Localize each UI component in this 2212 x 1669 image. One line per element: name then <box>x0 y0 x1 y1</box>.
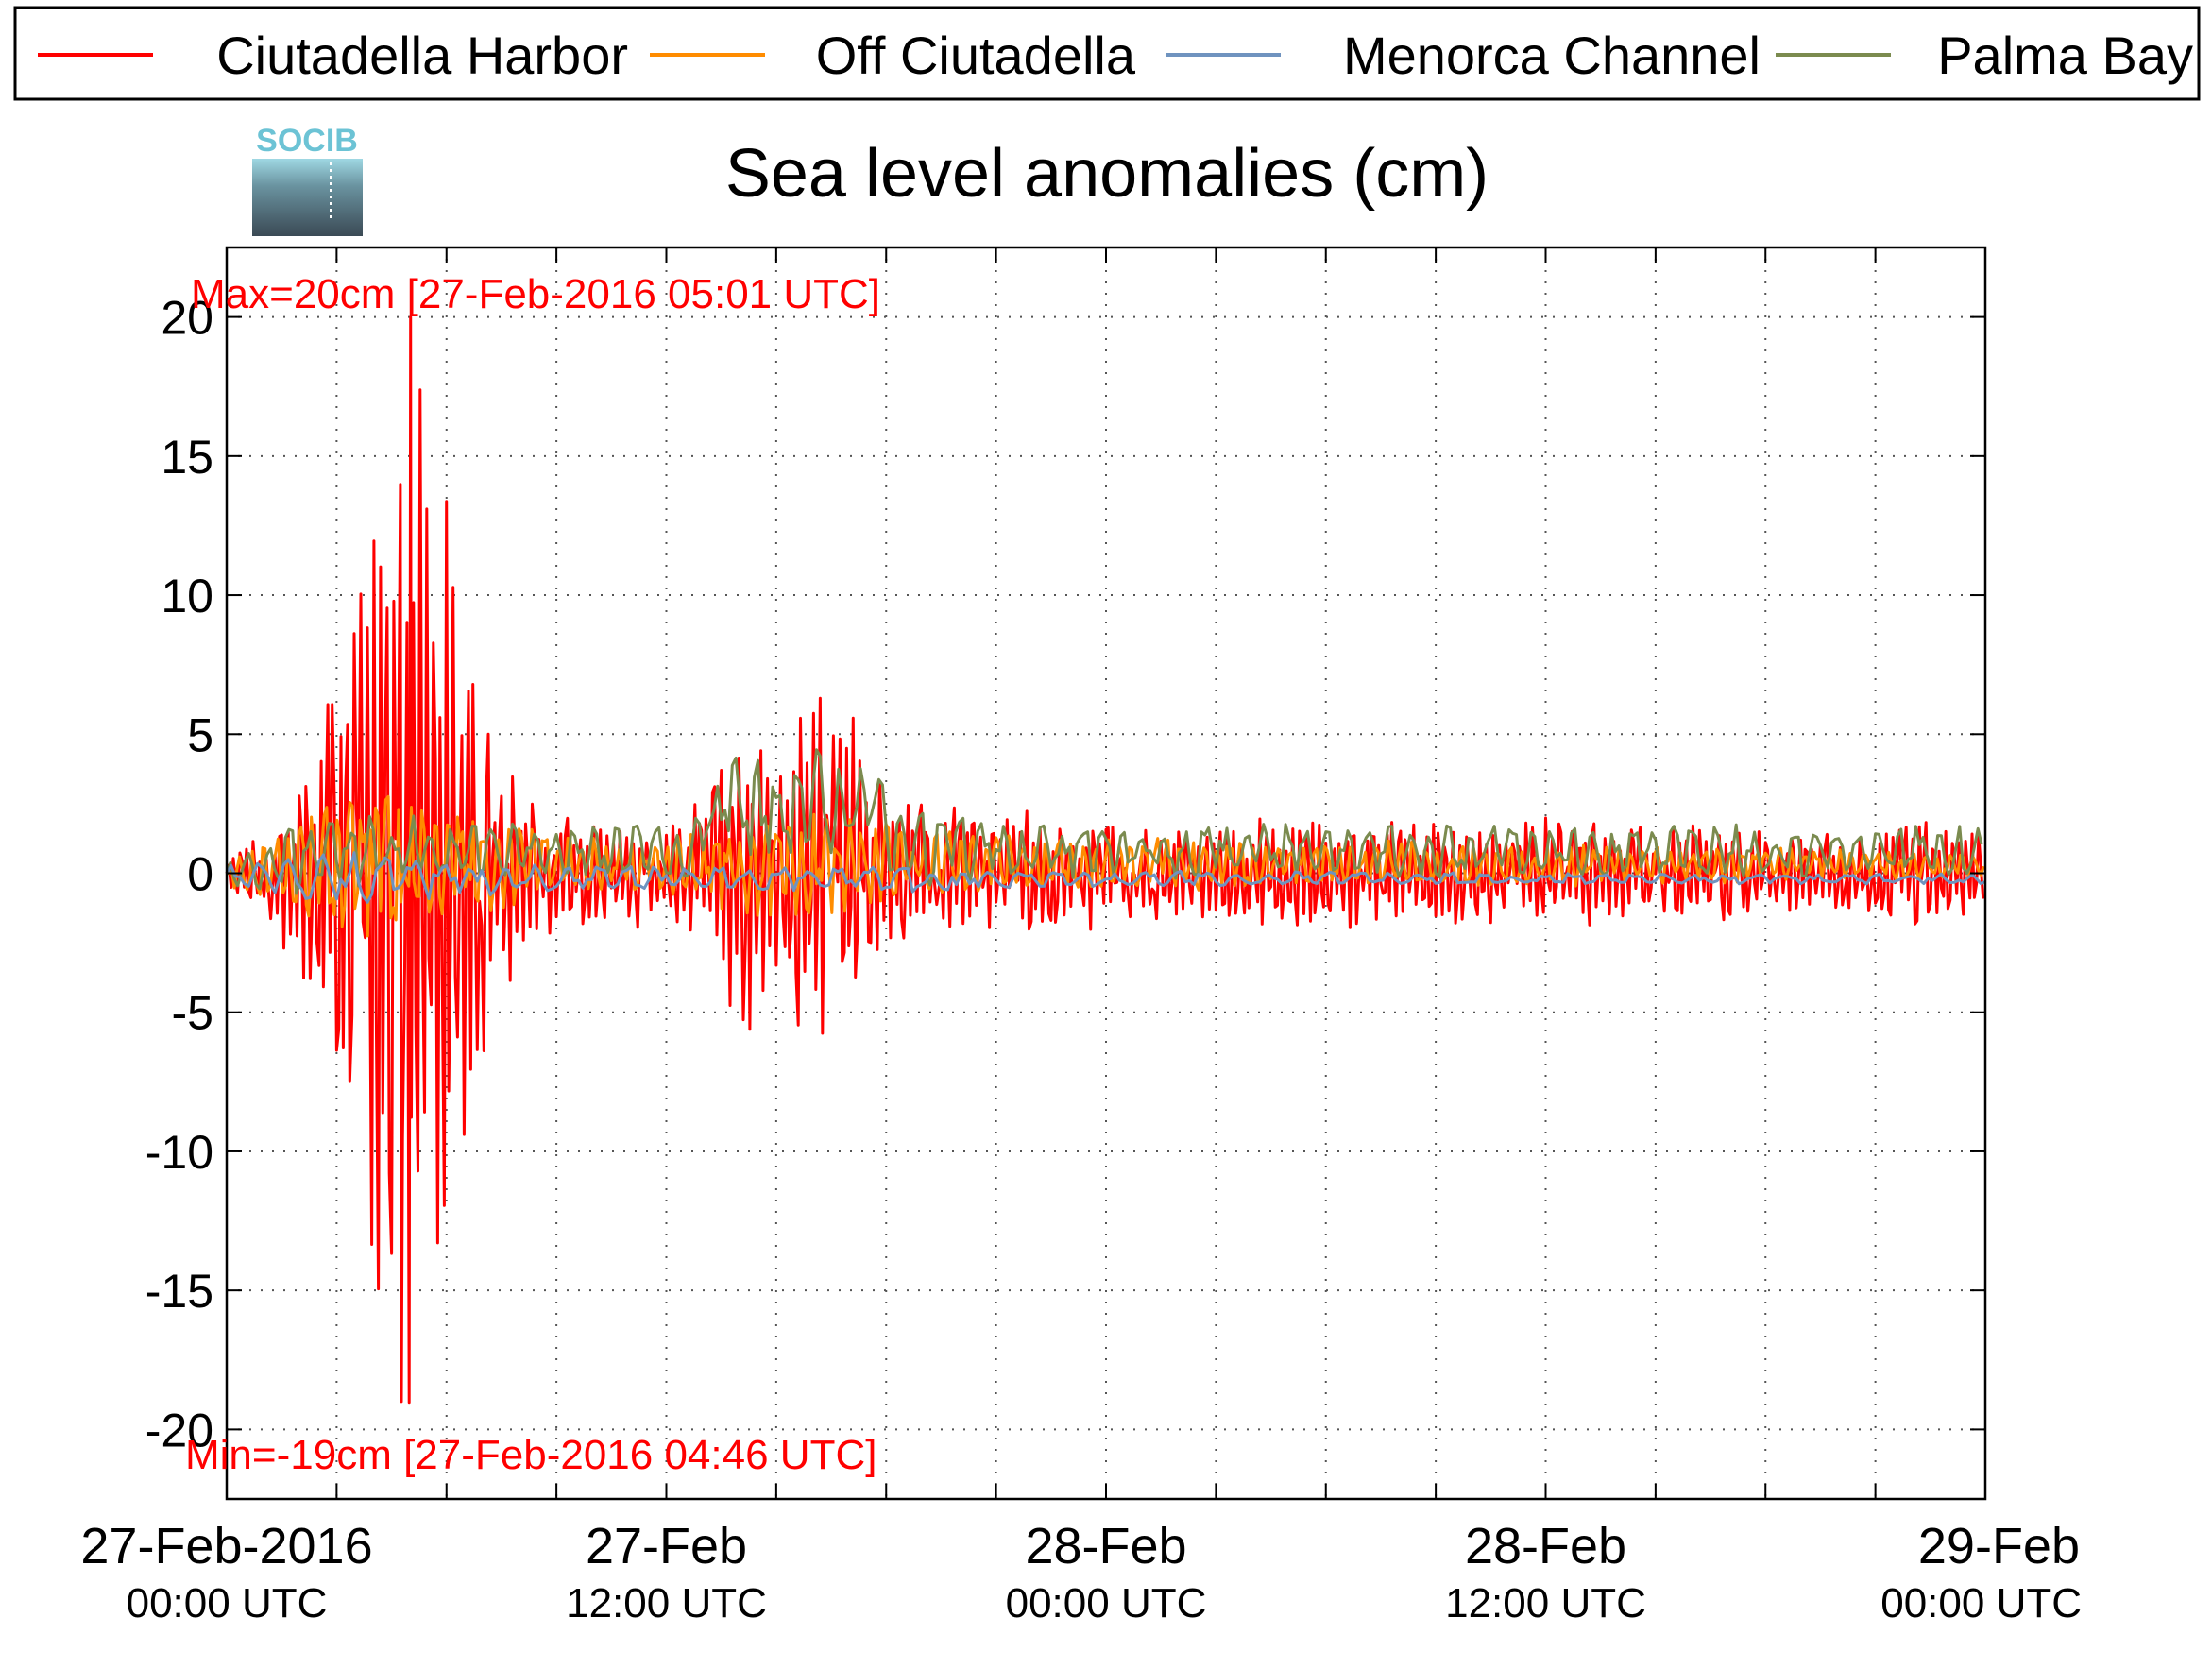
y-tick-label: 5 <box>187 708 213 761</box>
series-line-2 <box>225 851 1986 904</box>
series-line-1 <box>226 794 1985 938</box>
y-tick-label: 10 <box>161 570 213 622</box>
y-tick-label: 15 <box>161 431 213 484</box>
series-line-3 <box>225 748 1983 895</box>
x-tick-time: 12:00 UTC <box>566 1580 767 1626</box>
legend-label-0: Ciutadella Harbor <box>216 26 628 85</box>
legend: Ciutadella Harbor Off Ciutadella Menorca C… <box>13 6 2201 101</box>
x-tick-date: 27-Feb-2016 <box>80 1518 372 1575</box>
series-lines <box>225 315 1986 1405</box>
x-tick-time: 00:00 UTC <box>1880 1580 2082 1626</box>
x-tick-time: 00:00 UTC <box>1006 1580 1207 1626</box>
logo-wave-block <box>252 159 363 236</box>
y-tick-label: -5 <box>172 987 213 1040</box>
y-axis-labels: 20 15 10 5 0 -5 -10 -15 -20 <box>145 292 213 1457</box>
x-axis-labels: 27-Feb-2016 00:00 UTC 27-Feb 12:00 UTC 28-Fe… <box>80 1518 2082 1626</box>
max-annotation: Max=20cm [27-Feb-2016 05:01 UTC] <box>191 271 880 317</box>
x-tick-date: 29-Feb <box>1918 1518 2080 1575</box>
x-tick-time: 00:00 UTC <box>127 1580 328 1626</box>
min-annotation: Min=-19cm [27-Feb-2016 04:46 UTC] <box>185 1432 876 1478</box>
legend-label-1: Off Ciutadella <box>816 26 1136 85</box>
x-tick-date: 27-Feb <box>586 1518 747 1575</box>
logo-text: SOCIB <box>256 123 358 159</box>
y-tick-label: -20 <box>145 1404 213 1456</box>
plot-area <box>225 246 1987 1501</box>
grid <box>227 247 1985 1499</box>
x-tick-date: 28-Feb <box>1025 1518 1186 1575</box>
chart-title: Sea level anomalies (cm) <box>725 136 1489 212</box>
legend-label-3: Palma Bay <box>1937 26 2193 85</box>
y-tick-label: 20 <box>161 292 213 345</box>
legend-label-2: Menorca Channel <box>1343 26 1761 85</box>
socib-logo: SOCIB <box>252 123 363 236</box>
y-tick-label: -15 <box>145 1265 213 1318</box>
y-tick-label: 0 <box>187 848 213 901</box>
x-tick-date: 28-Feb <box>1465 1518 1626 1575</box>
axis-ticks <box>226 247 1986 1499</box>
x-tick-time: 12:00 UTC <box>1445 1580 1646 1626</box>
y-tick-label: -10 <box>145 1126 213 1179</box>
